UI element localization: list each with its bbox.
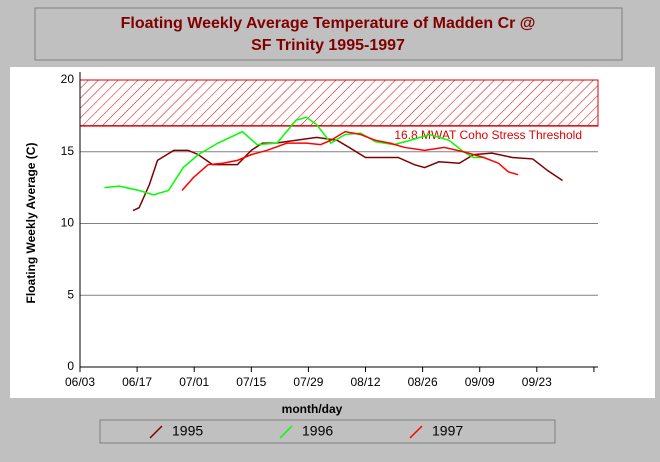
x-tick-label: 09/09: [465, 375, 495, 389]
x-tick-label: 08/26: [408, 375, 438, 389]
legend-swatch: [149, 425, 163, 439]
legend-swatch: [409, 425, 423, 439]
title-box: [34, 7, 623, 61]
legend-label: 1997: [432, 423, 463, 439]
chart-title: Floating Weekly Average Temperature of M…: [121, 15, 536, 32]
x-tick-label: 09/23: [522, 375, 552, 389]
threshold-label: 16.8 MWAT Coho Stress Threshold: [394, 128, 582, 142]
y-tick-label: 5: [67, 287, 74, 301]
x-axis-title: month/day: [282, 402, 343, 416]
x-tick-label: 07/29: [293, 375, 323, 389]
legend-label: 1995: [172, 423, 203, 439]
legend-label: 1996: [302, 423, 333, 439]
legend-swatch: [279, 425, 293, 439]
x-tick-label: 06/03: [65, 375, 95, 389]
y-tick-label: 15: [61, 144, 75, 158]
y-tick-label: 10: [61, 216, 75, 230]
series-line: [104, 116, 484, 196]
y-tick-label: 20: [61, 72, 75, 86]
series-line: [181, 130, 519, 191]
x-tick-label: 08/12: [350, 375, 380, 389]
legend-box: [99, 419, 556, 444]
x-tick-label: 07/15: [236, 375, 266, 389]
chart-subtitle: SF Trinity 1995-1997: [251, 37, 405, 54]
x-tick-label: 07/01: [179, 375, 209, 389]
y-tick-label: 0: [67, 359, 74, 373]
x-tick-label: 06/17: [122, 375, 152, 389]
y-axis-title: Floating Weekly Average (C): [24, 143, 38, 304]
threshold-band: [79, 79, 599, 127]
